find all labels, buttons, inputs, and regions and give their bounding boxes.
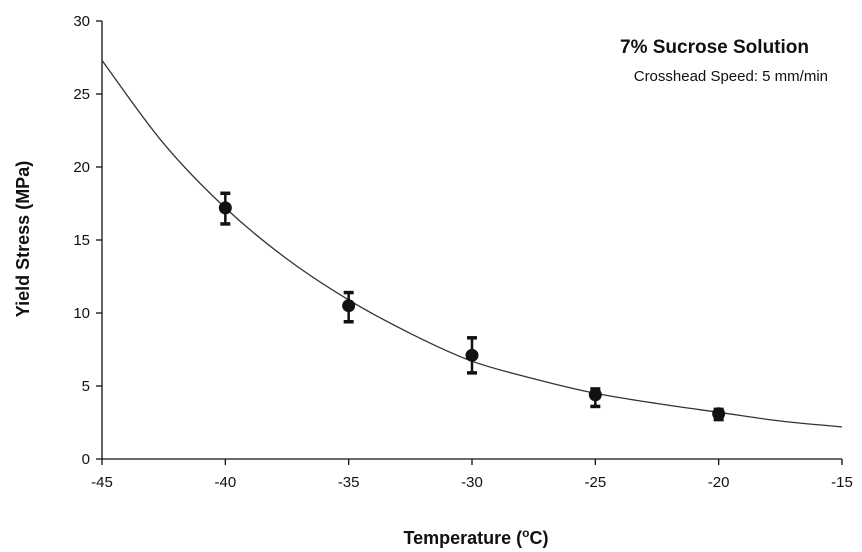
- data-points: [218, 191, 726, 422]
- y-tick-label: 20: [73, 159, 90, 176]
- data-point-group: [465, 336, 479, 375]
- data-point: [218, 201, 232, 215]
- y-axis-ticks: 0 5 10 15 20 25 30: [73, 13, 102, 468]
- axes: [101, 21, 842, 460]
- x-tick-label: -35: [338, 474, 360, 491]
- x-tick-label: -15: [831, 474, 853, 491]
- x-axis-ticks: -45 -40 -35 -30 -25 -20 -15: [91, 459, 853, 491]
- y-axis-title: Yield Stress (MPa): [13, 161, 33, 317]
- data-point-group: [342, 290, 356, 324]
- chart-title: 7% Sucrose Solution: [620, 37, 809, 58]
- data-point-group: [588, 387, 602, 409]
- y-tick-label: 10: [73, 305, 90, 322]
- data-point-group: [218, 191, 232, 226]
- y-tick-label: 15: [73, 232, 90, 249]
- y-tick-label: 0: [82, 451, 90, 468]
- y-tick-label: 25: [73, 86, 90, 103]
- data-point-group: [712, 407, 726, 422]
- x-tick-label: -30: [461, 474, 483, 491]
- x-tick-label: -25: [584, 474, 606, 491]
- x-axis-title: Temperature (oC): [403, 526, 548, 548]
- data-point: [712, 407, 726, 421]
- data-point: [342, 299, 356, 313]
- x-tick-label: -45: [91, 474, 113, 491]
- x-tick-label: -20: [708, 474, 730, 491]
- data-point: [465, 348, 479, 362]
- y-tick-label: 5: [82, 378, 90, 395]
- x-tick-label: -40: [214, 474, 236, 491]
- chart-subtitle: Crosshead Speed: 5 mm/min: [634, 68, 828, 85]
- y-tick-label: 30: [73, 13, 90, 30]
- data-point: [588, 388, 602, 402]
